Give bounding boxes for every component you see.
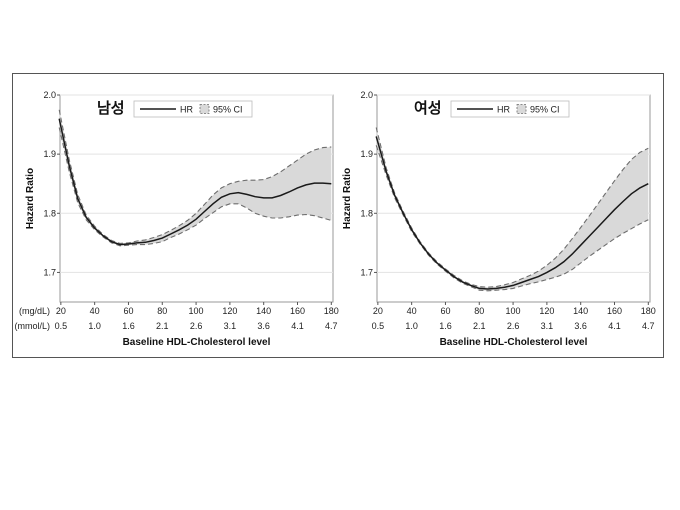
female-ylabel: Hazard Ratio <box>342 168 353 229</box>
female-ytick-label-1: 1.8 <box>360 208 373 218</box>
female-xlabel: Baseline HDL-Cholesterol level <box>440 337 588 348</box>
female-ytick-label-2: 1.9 <box>360 149 373 159</box>
male-xtick-mgdl-5: 120 <box>222 306 237 316</box>
female-ytick-label-3: 2.0 <box>360 90 373 100</box>
male-legend-ci-label: 95% CI <box>213 105 243 115</box>
female-xtick-mgdl-1: 40 <box>407 306 417 316</box>
female-xtick-mmol-0: 0.5 <box>372 321 385 331</box>
male-xtick-mmol-6: 3.6 <box>257 321 270 331</box>
female-panel-title: 여성 <box>414 99 442 117</box>
male-xtick-mgdl-1: 40 <box>90 306 100 316</box>
male-legend-hr-label: HR <box>180 105 193 115</box>
male-hr-line <box>58 118 332 246</box>
male-xtick-mmol-2: 1.6 <box>122 321 135 331</box>
female-xtick-mgdl-5: 120 <box>539 306 554 316</box>
male-legend-ci-swatch <box>199 104 210 114</box>
female-ytick-label-0: 1.7 <box>360 267 373 277</box>
female-xtick-mmol-4: 2.6 <box>507 321 520 331</box>
female-legend-ci-label: 95% CI <box>530 105 560 115</box>
male-xtick-mmol-8: 4.7 <box>325 321 338 331</box>
female-xtick-mgdl-0: 20 <box>373 306 383 316</box>
female-ci-upper-line <box>375 127 649 288</box>
male-xtick-mgdl-6: 140 <box>256 306 271 316</box>
female-legend-box <box>450 100 570 118</box>
female-xtick-mgdl-2: 60 <box>440 306 450 316</box>
female-ci-band <box>376 127 649 291</box>
male-legend-box <box>133 100 253 118</box>
female-xtick-mmol-7: 4.1 <box>608 321 621 331</box>
male-ytick-label-3: 2.0 <box>43 90 56 100</box>
male-unit-mgdl: (mg/dL) <box>19 306 50 316</box>
male-xtick-mgdl-7: 160 <box>290 306 305 316</box>
female-xtick-mmol-3: 2.1 <box>473 321 486 331</box>
male-ci-lower-line <box>58 127 332 247</box>
male-xtick-mmol-7: 4.1 <box>291 321 304 331</box>
female-xtick-mmol-1: 1.0 <box>405 321 418 331</box>
male-xtick-mmol-0: 0.5 <box>55 321 68 331</box>
female-xtick-mmol-5: 3.1 <box>541 321 554 331</box>
male-xtick-mmol-5: 3.1 <box>224 321 237 331</box>
male-ytick-label-1: 1.8 <box>43 208 56 218</box>
female-xtick-mmol-2: 1.6 <box>439 321 452 331</box>
female-xtick-mmol-8: 4.7 <box>642 321 655 331</box>
female-xtick-mgdl-7: 160 <box>607 306 622 316</box>
male-xtick-mmol-3: 2.1 <box>156 321 169 331</box>
male-xtick-mgdl-0: 20 <box>56 306 66 316</box>
male-ytick-label-0: 1.7 <box>43 267 56 277</box>
male-ci-band <box>59 109 332 246</box>
female-hr-line <box>375 136 649 290</box>
male-panel-title: 남성 <box>97 99 125 117</box>
male-xtick-mmol-4: 2.6 <box>190 321 203 331</box>
male-unit-mmol: (mmol/L) <box>15 321 51 331</box>
female-xtick-mgdl-6: 140 <box>573 306 588 316</box>
male-xtick-mgdl-3: 80 <box>157 306 167 316</box>
female-xtick-mgdl-3: 80 <box>474 306 484 316</box>
male-xtick-mgdl-4: 100 <box>189 306 204 316</box>
male-ytick-label-2: 1.9 <box>43 149 56 159</box>
male-xtick-mgdl-2: 60 <box>123 306 133 316</box>
male-ci-upper-line <box>58 109 332 244</box>
female-xtick-mgdl-4: 100 <box>506 306 521 316</box>
male-xtick-mmol-1: 1.0 <box>88 321 101 331</box>
male-xlabel: Baseline HDL-Cholesterol level <box>123 337 271 348</box>
male-ylabel: Hazard Ratio <box>25 168 36 229</box>
female-xtick-mgdl-8: 180 <box>641 306 656 316</box>
male-xtick-mgdl-8: 180 <box>324 306 339 316</box>
female-legend-ci-swatch <box>516 104 527 114</box>
female-legend-hr-label: HR <box>497 105 510 115</box>
female-xtick-mmol-6: 3.6 <box>574 321 587 331</box>
